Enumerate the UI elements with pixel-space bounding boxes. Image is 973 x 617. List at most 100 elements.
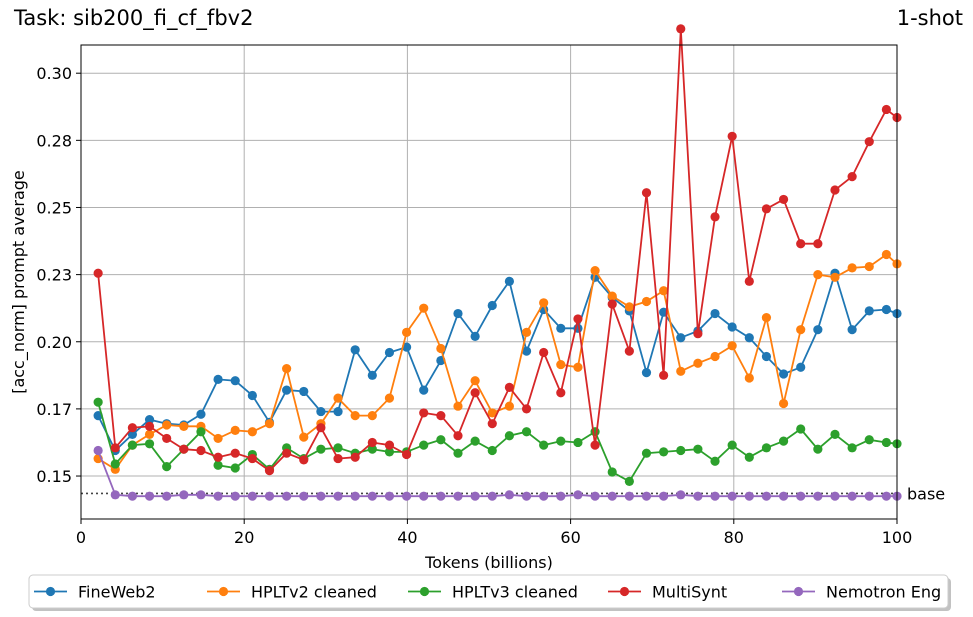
- data-point: [144, 439, 155, 449]
- data-point: [384, 440, 395, 450]
- data-point: [744, 333, 754, 343]
- data-point: [693, 358, 703, 368]
- data-point: [419, 440, 429, 450]
- baseline-label: base: [907, 484, 945, 503]
- data-point: [624, 302, 634, 312]
- data-point: [676, 333, 686, 343]
- data-point: [264, 466, 275, 476]
- data-point: [847, 263, 857, 273]
- data-point: [830, 491, 840, 501]
- data-point: [487, 419, 497, 429]
- data-point: [264, 419, 275, 429]
- data-point: [110, 443, 120, 453]
- data-point: [778, 369, 789, 379]
- data-point: [93, 397, 103, 407]
- data-point: [453, 431, 463, 441]
- data-point: [436, 343, 446, 354]
- data-point: [504, 431, 514, 441]
- data-point: [539, 440, 549, 450]
- series-layer: [93, 24, 902, 501]
- x-tick-label: 100: [882, 528, 913, 547]
- data-point: [590, 427, 600, 437]
- data-point: [144, 415, 155, 425]
- y-tick-label: 0.30: [36, 64, 72, 83]
- data-point: [487, 491, 497, 501]
- data-point: [93, 268, 103, 278]
- data-point: [521, 404, 532, 414]
- data-point: [521, 427, 532, 437]
- legend-label-fineweb2: FineWeb2: [78, 583, 156, 602]
- chart-title: Task: sib200_fi_cf_fbv2: [14, 6, 254, 30]
- data-point: [881, 304, 891, 315]
- data-point: [162, 433, 172, 444]
- data-point: [796, 491, 806, 501]
- data-point: [196, 427, 206, 437]
- data-point: [778, 194, 789, 205]
- data-point: [282, 364, 292, 374]
- data-point: [436, 491, 446, 501]
- data-point: [282, 448, 292, 458]
- data-point: [881, 249, 891, 260]
- data-point: [727, 440, 737, 450]
- data-point: [401, 449, 412, 460]
- legend-marker-fineweb2: [45, 586, 56, 597]
- data-point: [264, 491, 275, 501]
- data-point: [813, 270, 823, 280]
- data-point: [778, 436, 789, 446]
- data-point: [299, 455, 309, 465]
- data-point: [367, 411, 377, 421]
- data-point: [316, 423, 326, 433]
- data-point: [127, 423, 138, 433]
- data-point: [419, 491, 429, 501]
- y-axis-ticks: 0.15 0.17 0.20 0.23 0.25 0.28 0.30: [36, 64, 81, 486]
- data-point: [453, 491, 463, 501]
- data-point: [710, 308, 720, 319]
- y-axis-label: [acc_norm] prompt average: [9, 170, 29, 394]
- data-point: [624, 346, 634, 356]
- data-point: [864, 137, 874, 147]
- data-point: [796, 362, 806, 372]
- data-point: [453, 308, 463, 319]
- data-point: [864, 261, 874, 272]
- shot-label: 1-shot: [896, 6, 963, 30]
- data-point: [710, 491, 720, 501]
- data-point: [144, 491, 155, 501]
- data-point: [556, 436, 566, 446]
- data-point: [230, 463, 240, 473]
- data-point: [419, 408, 429, 418]
- data-point: [744, 373, 754, 383]
- data-point: [384, 347, 395, 358]
- data-point: [487, 445, 497, 456]
- data-point: [573, 490, 583, 500]
- data-point: [316, 491, 326, 501]
- data-point: [470, 436, 480, 446]
- x-tick-label: 0: [76, 528, 86, 547]
- data-point: [659, 491, 669, 501]
- data-point: [761, 351, 772, 362]
- data-point: [384, 393, 395, 403]
- data-point: [162, 462, 172, 472]
- data-point: [247, 390, 257, 401]
- data-point: [813, 325, 823, 335]
- data-point: [847, 443, 857, 453]
- data-point: [419, 385, 429, 395]
- data-point: [710, 351, 720, 362]
- data-point: [573, 362, 583, 372]
- data-point: [487, 300, 497, 311]
- data-point: [316, 444, 326, 454]
- data-point: [401, 491, 412, 501]
- data-point: [659, 286, 669, 296]
- x-tick-label: 80: [724, 528, 744, 547]
- data-point: [813, 239, 823, 249]
- data-point: [367, 491, 377, 501]
- data-point: [247, 427, 257, 437]
- data-point: [847, 491, 857, 501]
- data-point: [316, 406, 326, 417]
- data-point: [676, 445, 686, 456]
- data-point: [641, 448, 652, 458]
- data-point: [247, 453, 257, 464]
- data-point: [333, 443, 343, 453]
- data-point: [367, 370, 377, 380]
- data-point: [213, 433, 223, 444]
